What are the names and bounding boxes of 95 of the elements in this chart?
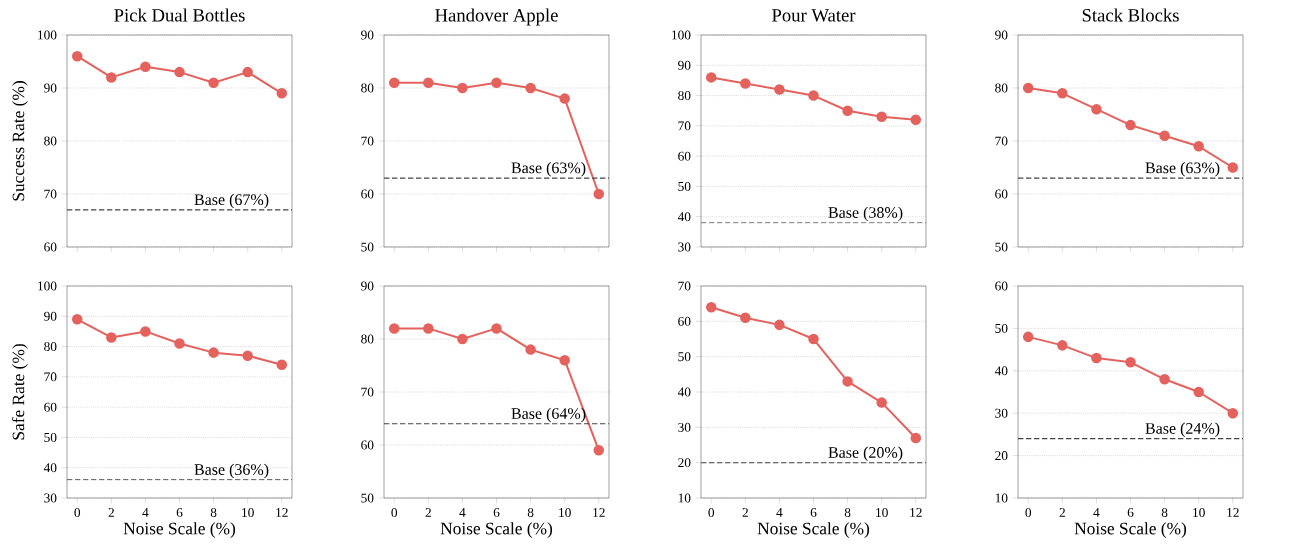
y-tick-label: 80 xyxy=(44,136,57,146)
y-tick-label: 80 xyxy=(361,334,374,344)
y-tick-label: 70 xyxy=(361,387,374,397)
x-axis-title: Noise Scale (%) xyxy=(1074,522,1187,538)
y-tick-label: 60 xyxy=(44,242,57,252)
y-tick-label: 40 xyxy=(994,366,1008,376)
y-tick-label: 50 xyxy=(995,323,1008,333)
ref-line-label: Base (64%) xyxy=(511,407,586,423)
x-tick-label: 4 xyxy=(1093,508,1100,517)
ref-line-label: Base (63%) xyxy=(1145,161,1220,177)
x-tick-label: 12 xyxy=(910,508,922,517)
y-tick-label: 70 xyxy=(995,136,1008,146)
y-tick-label: 40 xyxy=(677,387,691,397)
y-tick-label: 50 xyxy=(361,242,374,252)
x-axis-title: Noise Scale (%) xyxy=(757,522,870,538)
y-tick-label: 80 xyxy=(361,83,374,93)
y-tick-label: 10 xyxy=(678,493,691,503)
x-tick-label: 2 xyxy=(108,508,114,517)
y-tick-label: 60 xyxy=(361,189,374,199)
y-tick-label: 70 xyxy=(44,189,57,199)
x-tick-label: 10 xyxy=(242,508,254,518)
ref-line-label: Base (36%) xyxy=(194,463,269,479)
y-tick-label: 60 xyxy=(678,316,691,326)
y-tick-label: 20 xyxy=(678,458,691,468)
y-tick-label: 40 xyxy=(43,463,57,473)
y-tick-label: 100 xyxy=(38,281,57,291)
chart-title: Pour Water xyxy=(772,9,856,22)
ref-line-label: Base (38%) xyxy=(828,206,903,222)
x-tick-label: 8 xyxy=(1161,508,1168,518)
y-tick-label: 30 xyxy=(995,408,1008,418)
y-tick-label: 90 xyxy=(361,281,374,291)
y-tick-label: 50 xyxy=(678,352,691,362)
y-tick-label: 50 xyxy=(44,432,57,442)
y-tick-label: 20 xyxy=(995,451,1008,461)
x-tick-label: 10 xyxy=(559,508,571,518)
y-tick-label: 50 xyxy=(995,242,1008,252)
y-tick-label: 80 xyxy=(678,91,691,101)
y-tick-label: 70 xyxy=(44,372,57,382)
x-tick-label: 4 xyxy=(142,508,149,517)
ref-line-label: Base (63%) xyxy=(511,161,586,177)
y-tick-label: 70 xyxy=(678,281,691,291)
x-tick-label: 0 xyxy=(1025,508,1032,518)
y-tick-label: 90 xyxy=(44,83,57,93)
x-tick-label: 2 xyxy=(425,508,431,517)
x-tick-label: 12 xyxy=(1227,508,1239,517)
x-tick-label: 6 xyxy=(1127,508,1134,517)
x-axis-title: Noise Scale (%) xyxy=(440,522,553,538)
x-tick-label: 10 xyxy=(876,508,888,518)
y-tick-label: 80 xyxy=(995,83,1008,93)
y-tick-label: 40 xyxy=(677,212,691,222)
y-tick-label: 50 xyxy=(361,493,374,503)
y-tick-label: 60 xyxy=(678,151,691,161)
x-tick-label: 12 xyxy=(276,508,288,517)
ref-line-label: Base (67%) xyxy=(194,193,269,209)
x-axis-title: Noise Scale (%) xyxy=(123,522,236,538)
x-tick-label: 2 xyxy=(742,508,748,517)
x-tick-label: 6 xyxy=(810,508,817,517)
chart-title: Pick Dual Bottles xyxy=(114,8,245,22)
x-tick-label: 4 xyxy=(459,508,466,517)
chart-title: Stack Blocks xyxy=(1082,8,1179,22)
x-tick-label: 0 xyxy=(74,508,81,518)
chart-title: Handover Apple xyxy=(435,8,558,26)
x-tick-label: 8 xyxy=(210,508,217,518)
y-tick-label: 90 xyxy=(361,30,374,40)
x-tick-label: 12 xyxy=(593,508,605,517)
y-tick-label: 70 xyxy=(361,136,374,146)
y-tick-label: 60 xyxy=(995,281,1008,291)
x-tick-label: 4 xyxy=(776,508,783,517)
y-tick-label: 30 xyxy=(44,493,57,503)
y-tick-label: 60 xyxy=(44,402,57,412)
y-axis-title: Safe Rate (%) xyxy=(11,344,28,440)
y-tick-label: 50 xyxy=(678,181,691,191)
x-tick-label: 6 xyxy=(493,508,500,517)
x-tick-label: 8 xyxy=(844,508,851,518)
ref-line-label: Base (20%) xyxy=(828,446,903,462)
y-tick-label: 60 xyxy=(995,189,1008,199)
y-tick-label: 90 xyxy=(678,60,691,70)
y-tick-label: 30 xyxy=(678,242,691,252)
y-tick-label: 90 xyxy=(44,311,57,321)
x-tick-label: 6 xyxy=(176,508,183,517)
ref-line-label: Base (24%) xyxy=(1145,422,1220,438)
y-axis-title: Success Rate (%) xyxy=(12,81,28,201)
y-tick-label: 30 xyxy=(678,422,691,432)
y-tick-label: 70 xyxy=(678,121,691,131)
y-tick-label: 10 xyxy=(995,493,1008,503)
y-tick-label: 80 xyxy=(44,342,57,352)
x-tick-label: 8 xyxy=(527,508,534,518)
x-tick-label: 0 xyxy=(391,508,398,518)
y-tick-label: 100 xyxy=(38,30,57,40)
y-tick-label: 100 xyxy=(672,30,691,40)
y-tick-label: 90 xyxy=(995,30,1008,40)
x-tick-label: 0 xyxy=(708,508,715,518)
x-tick-label: 2 xyxy=(1059,508,1065,517)
x-tick-label: 10 xyxy=(1193,508,1205,518)
y-tick-label: 60 xyxy=(361,440,374,450)
